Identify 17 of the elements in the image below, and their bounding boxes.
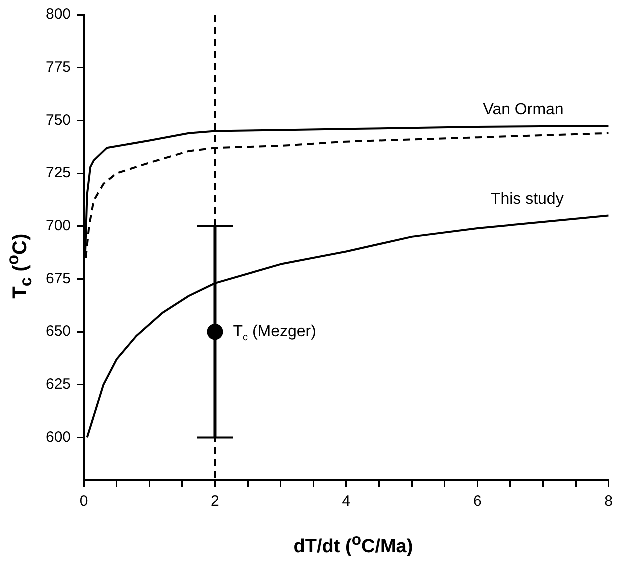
y-tick-label: 650 [46, 323, 72, 340]
series-label: Van Orman [483, 101, 564, 118]
y-tick-label: 600 [46, 428, 72, 446]
y-tick-label: 700 [46, 218, 72, 235]
x-tick-label: 4 [342, 493, 351, 510]
y-tick-label: 725 [46, 164, 72, 182]
y-tick-label: 675 [46, 270, 72, 288]
y-tick-label: 625 [46, 376, 72, 394]
y-tick-label: 775 [46, 58, 72, 76]
x-tick-label: 8 [604, 493, 613, 510]
x-tick-label: 6 [473, 493, 482, 510]
y-tick-label: 800 [46, 6, 72, 24]
x-tick-label: 0 [80, 493, 88, 510]
x-axis-title: dT/dt ($^{o}$C/Ma) [292, 532, 414, 558]
x-tick-label: 2 [211, 493, 220, 510]
y-tick-label: 750 [46, 112, 72, 129]
series-label: This study [490, 191, 564, 208]
